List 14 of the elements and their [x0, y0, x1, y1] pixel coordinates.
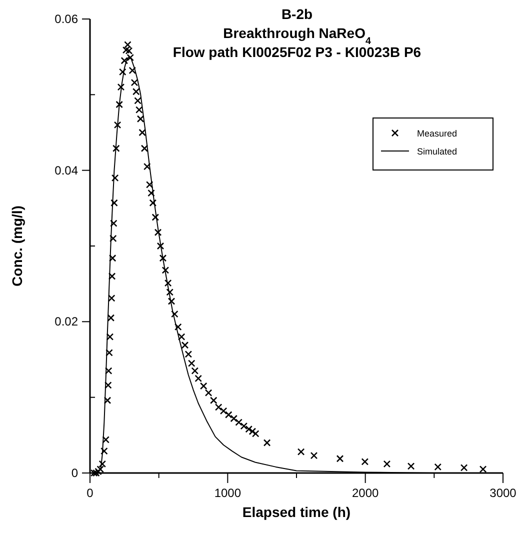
x-tick-label: 0	[86, 486, 94, 500]
y-tick-label: 0	[71, 466, 78, 480]
chart-title: B-2b	[281, 6, 313, 22]
y-axis-title: Conc. (mg/l)	[9, 206, 25, 286]
legend-label: Measured	[417, 128, 458, 138]
text: Breakthrough NaReO$_{4}$ Flow path KI0025F02 P3 - KI0023B P6	[172, 25, 422, 60]
y-tick-label: 0.06	[54, 12, 78, 26]
x-tick-label: 1000	[214, 486, 242, 500]
x-tick-label: 2000	[352, 486, 380, 500]
x-tick-label: 3000	[490, 486, 517, 500]
legend-label: Simulated	[417, 146, 458, 156]
x-axis-title: Elapsed time (h)	[242, 504, 351, 520]
y-tick-label: 0.02	[54, 314, 78, 329]
y-tick-label: 0.04	[54, 163, 78, 178]
